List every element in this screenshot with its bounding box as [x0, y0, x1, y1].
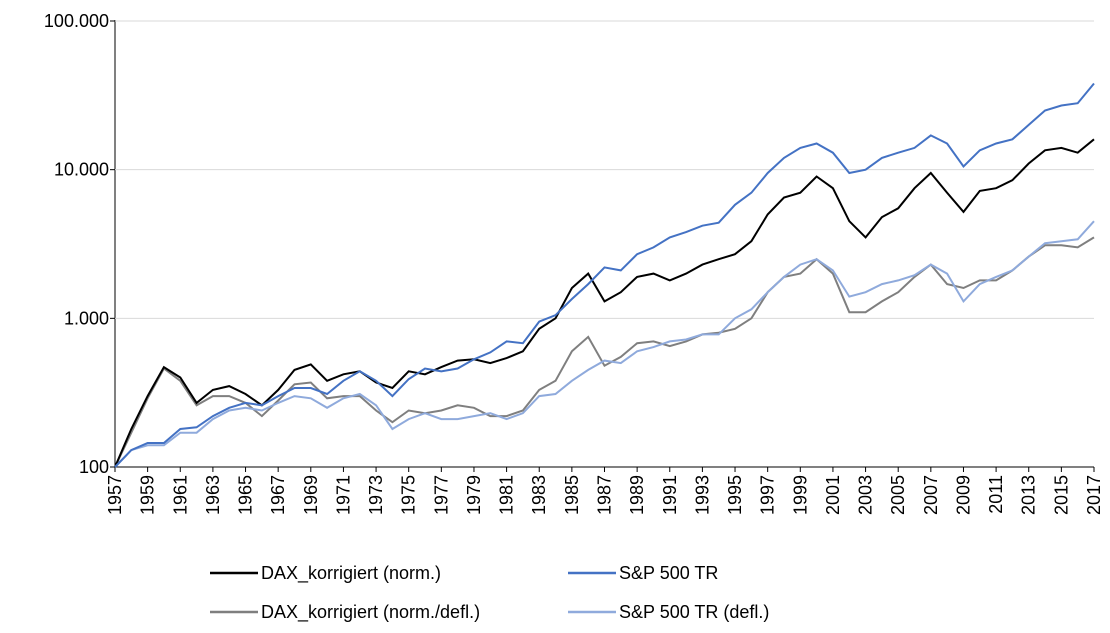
legend-label: DAX_korrigiert (norm./defl.) — [261, 602, 480, 623]
x-tick-label: 1959 — [138, 475, 158, 515]
x-tick-label: 1975 — [399, 475, 419, 515]
x-tick-label: 1999 — [790, 475, 810, 515]
x-tick-label: 2001 — [823, 475, 843, 515]
series-line — [114, 236, 1095, 468]
x-tick-label: 1989 — [627, 475, 647, 515]
x-tick-label: 1993 — [692, 475, 712, 515]
x-tick-label: 1957 — [105, 475, 125, 515]
x-tick-label: 2017 — [1084, 475, 1104, 515]
x-tick-label: 2015 — [1051, 475, 1071, 515]
x-tick-label: 2005 — [888, 475, 908, 515]
x-tick-label: 2009 — [953, 475, 973, 515]
x-tick-label: 1997 — [758, 475, 778, 515]
x-tick-label: 1987 — [595, 475, 615, 515]
legend-label: S&P 500 TR — [619, 563, 718, 583]
series-line — [114, 82, 1095, 468]
y-tick-label: 100.000 — [44, 11, 109, 31]
legend-label: DAX_korrigiert (norm.) — [261, 563, 441, 584]
x-tick-label: 1963 — [203, 475, 223, 515]
x-tick-label: 1969 — [301, 475, 321, 515]
series-line — [114, 138, 1095, 468]
x-tick-label: 2003 — [856, 475, 876, 515]
x-tick-label: 1971 — [333, 475, 353, 515]
x-tick-label: 1981 — [497, 475, 517, 515]
x-tick-label: 1985 — [562, 475, 582, 515]
x-tick-label: 1967 — [268, 475, 288, 515]
x-tick-label: 1995 — [725, 475, 745, 515]
x-tick-label: 1983 — [529, 475, 549, 515]
y-tick-label: 10.000 — [54, 160, 109, 180]
x-tick-label: 2013 — [1019, 475, 1039, 515]
x-tick-label: 1965 — [236, 475, 256, 515]
y-tick-label: 100 — [79, 457, 109, 477]
series-line — [114, 220, 1095, 468]
x-tick-label: 1973 — [366, 475, 386, 515]
x-tick-label: 2007 — [921, 475, 941, 515]
x-tick-label: 2011 — [986, 475, 1006, 514]
legend-label: S&P 500 TR (defl.) — [619, 602, 769, 622]
x-tick-label: 1961 — [170, 475, 190, 515]
x-tick-label: 1991 — [660, 475, 680, 515]
x-tick-label: 1977 — [431, 475, 451, 515]
y-tick-label: 1.000 — [64, 308, 109, 328]
x-tick-label: 1979 — [464, 475, 484, 515]
